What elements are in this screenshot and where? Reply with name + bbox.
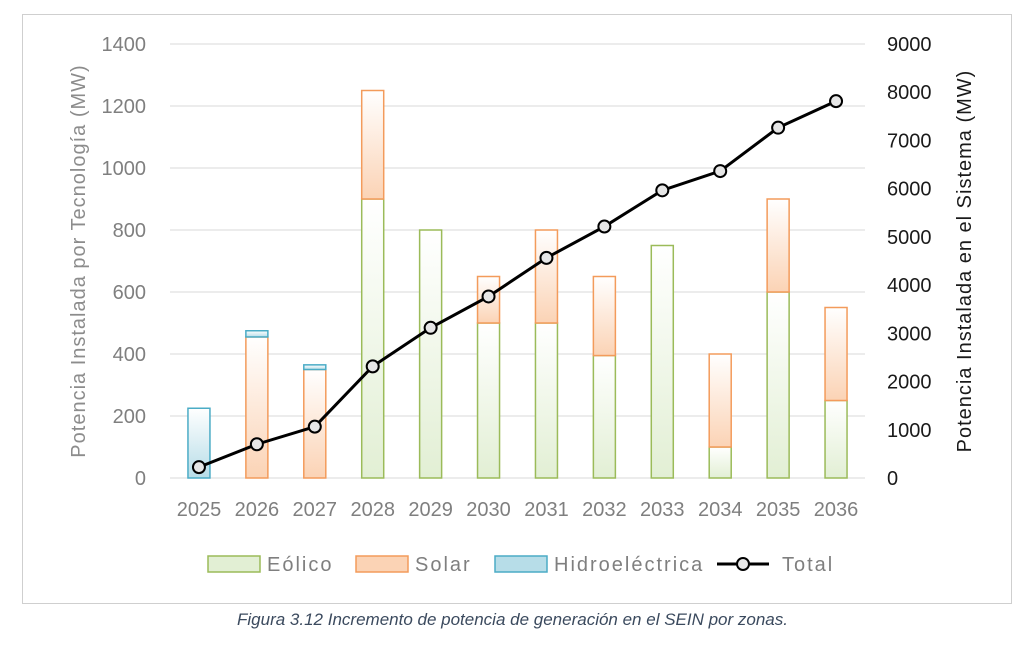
legend-swatch-eolico — [207, 555, 261, 573]
bar-eolico — [824, 399, 848, 479]
y-right-tick-label: 6000 — [887, 179, 932, 201]
y-right-tick-label: 8000 — [887, 82, 932, 104]
bar-hidroelectrica — [303, 364, 327, 371]
x-tick-label: 2025 — [177, 499, 222, 521]
x-tick-label: 2034 — [698, 499, 743, 521]
total-point — [771, 120, 786, 135]
axes: 0 200 400 600 800 1000 1200 1400 0 1000 2000 3000 40… — [68, 34, 976, 521]
legend-swatch-solar — [355, 555, 409, 573]
y-tick-label: 200 — [113, 406, 146, 428]
bar-eolico — [766, 291, 790, 479]
x-tick-label: 2026 — [235, 499, 280, 521]
bar-eolico — [708, 446, 732, 479]
bar-eolico — [360, 198, 385, 479]
bar-solar — [592, 275, 617, 357]
bar-solar — [245, 336, 269, 479]
total-point — [191, 460, 206, 475]
x-tick-label: 2030 — [466, 499, 511, 521]
y-tick-label: 800 — [113, 220, 146, 242]
y-right-tick-label: 2000 — [887, 372, 932, 394]
y-tick-label: 1200 — [102, 96, 147, 118]
legend-label-hidroelectrica: Hidroeléctrica — [554, 554, 704, 576]
x-tick-label: 2028 — [350, 499, 395, 521]
bar-solar — [360, 89, 385, 200]
bar-eolico — [534, 322, 559, 479]
total-point — [307, 419, 322, 434]
y-tick-label: 600 — [113, 282, 146, 304]
y-right-tick-label: 5000 — [887, 227, 932, 249]
bar-eolico — [418, 229, 443, 479]
x-tick-label: 2033 — [640, 499, 685, 521]
y-tick-label: 1400 — [102, 34, 147, 56]
bar-solar — [708, 353, 732, 448]
legend-label-total: Total — [782, 554, 834, 576]
y-right-tick-label: 9000 — [887, 34, 932, 56]
bar-solar — [534, 229, 559, 324]
legend-label-eolico: Eólico — [267, 554, 333, 576]
x-tick-label: 2035 — [756, 499, 801, 521]
y-tick-label: 1000 — [102, 158, 147, 180]
y-right-axis-label: Potencia Instalada en el Sistema (MW) — [954, 70, 976, 453]
figure-caption: Figura 3.12 Incremento de potencia de ge… — [237, 610, 788, 629]
total-point — [365, 359, 380, 374]
legend-marker-total — [736, 557, 750, 571]
y-tick-label: 0 — [135, 468, 146, 490]
total-line — [191, 94, 844, 475]
chart: 0 200 400 600 800 1000 1200 1400 0 1000 2000 3000 40… — [68, 34, 976, 576]
y-right-tick-label: 0 — [887, 468, 898, 490]
bar-solar — [824, 306, 848, 402]
total-series-line — [198, 99, 837, 469]
total-point — [655, 183, 670, 198]
total-point — [423, 320, 438, 335]
x-tick-label: 2027 — [293, 499, 338, 521]
total-point — [829, 94, 844, 109]
total-point — [539, 250, 554, 265]
x-tick-label: 2032 — [582, 499, 627, 521]
total-point — [713, 164, 728, 179]
y-right-tick-label: 4000 — [887, 275, 932, 297]
x-tick-label: 2031 — [524, 499, 569, 521]
total-point — [249, 437, 264, 452]
total-point — [481, 289, 496, 304]
gridlines — [170, 43, 865, 479]
bar-solar — [766, 198, 790, 293]
bar-hidroelectrica — [245, 330, 269, 338]
x-tick-label: 2036 — [814, 499, 859, 521]
y-right-tick-label: 7000 — [887, 130, 932, 152]
chart-frame: 0 200 400 600 800 1000 1200 1400 0 1000 2000 3000 40… — [22, 14, 1012, 604]
bar-eolico — [476, 322, 501, 479]
bar-eolico — [592, 354, 617, 479]
y-tick-label: 400 — [113, 344, 146, 366]
legend-label-solar: Solar — [415, 554, 472, 576]
y-right-tick-label: 1000 — [887, 420, 932, 442]
x-tick-label: 2029 — [408, 499, 453, 521]
bar-hidroelectrica — [187, 407, 211, 479]
bar-eolico — [650, 244, 675, 479]
total-point — [597, 219, 612, 234]
legend: Eólico Solar Hidroeléctrica Total — [207, 554, 834, 576]
y-right-tick-label: 3000 — [887, 323, 932, 345]
legend-swatch-hidroelectrica — [494, 555, 548, 573]
y-axis-label: Potencia Instalada por Tecnología (MW) — [68, 64, 90, 457]
